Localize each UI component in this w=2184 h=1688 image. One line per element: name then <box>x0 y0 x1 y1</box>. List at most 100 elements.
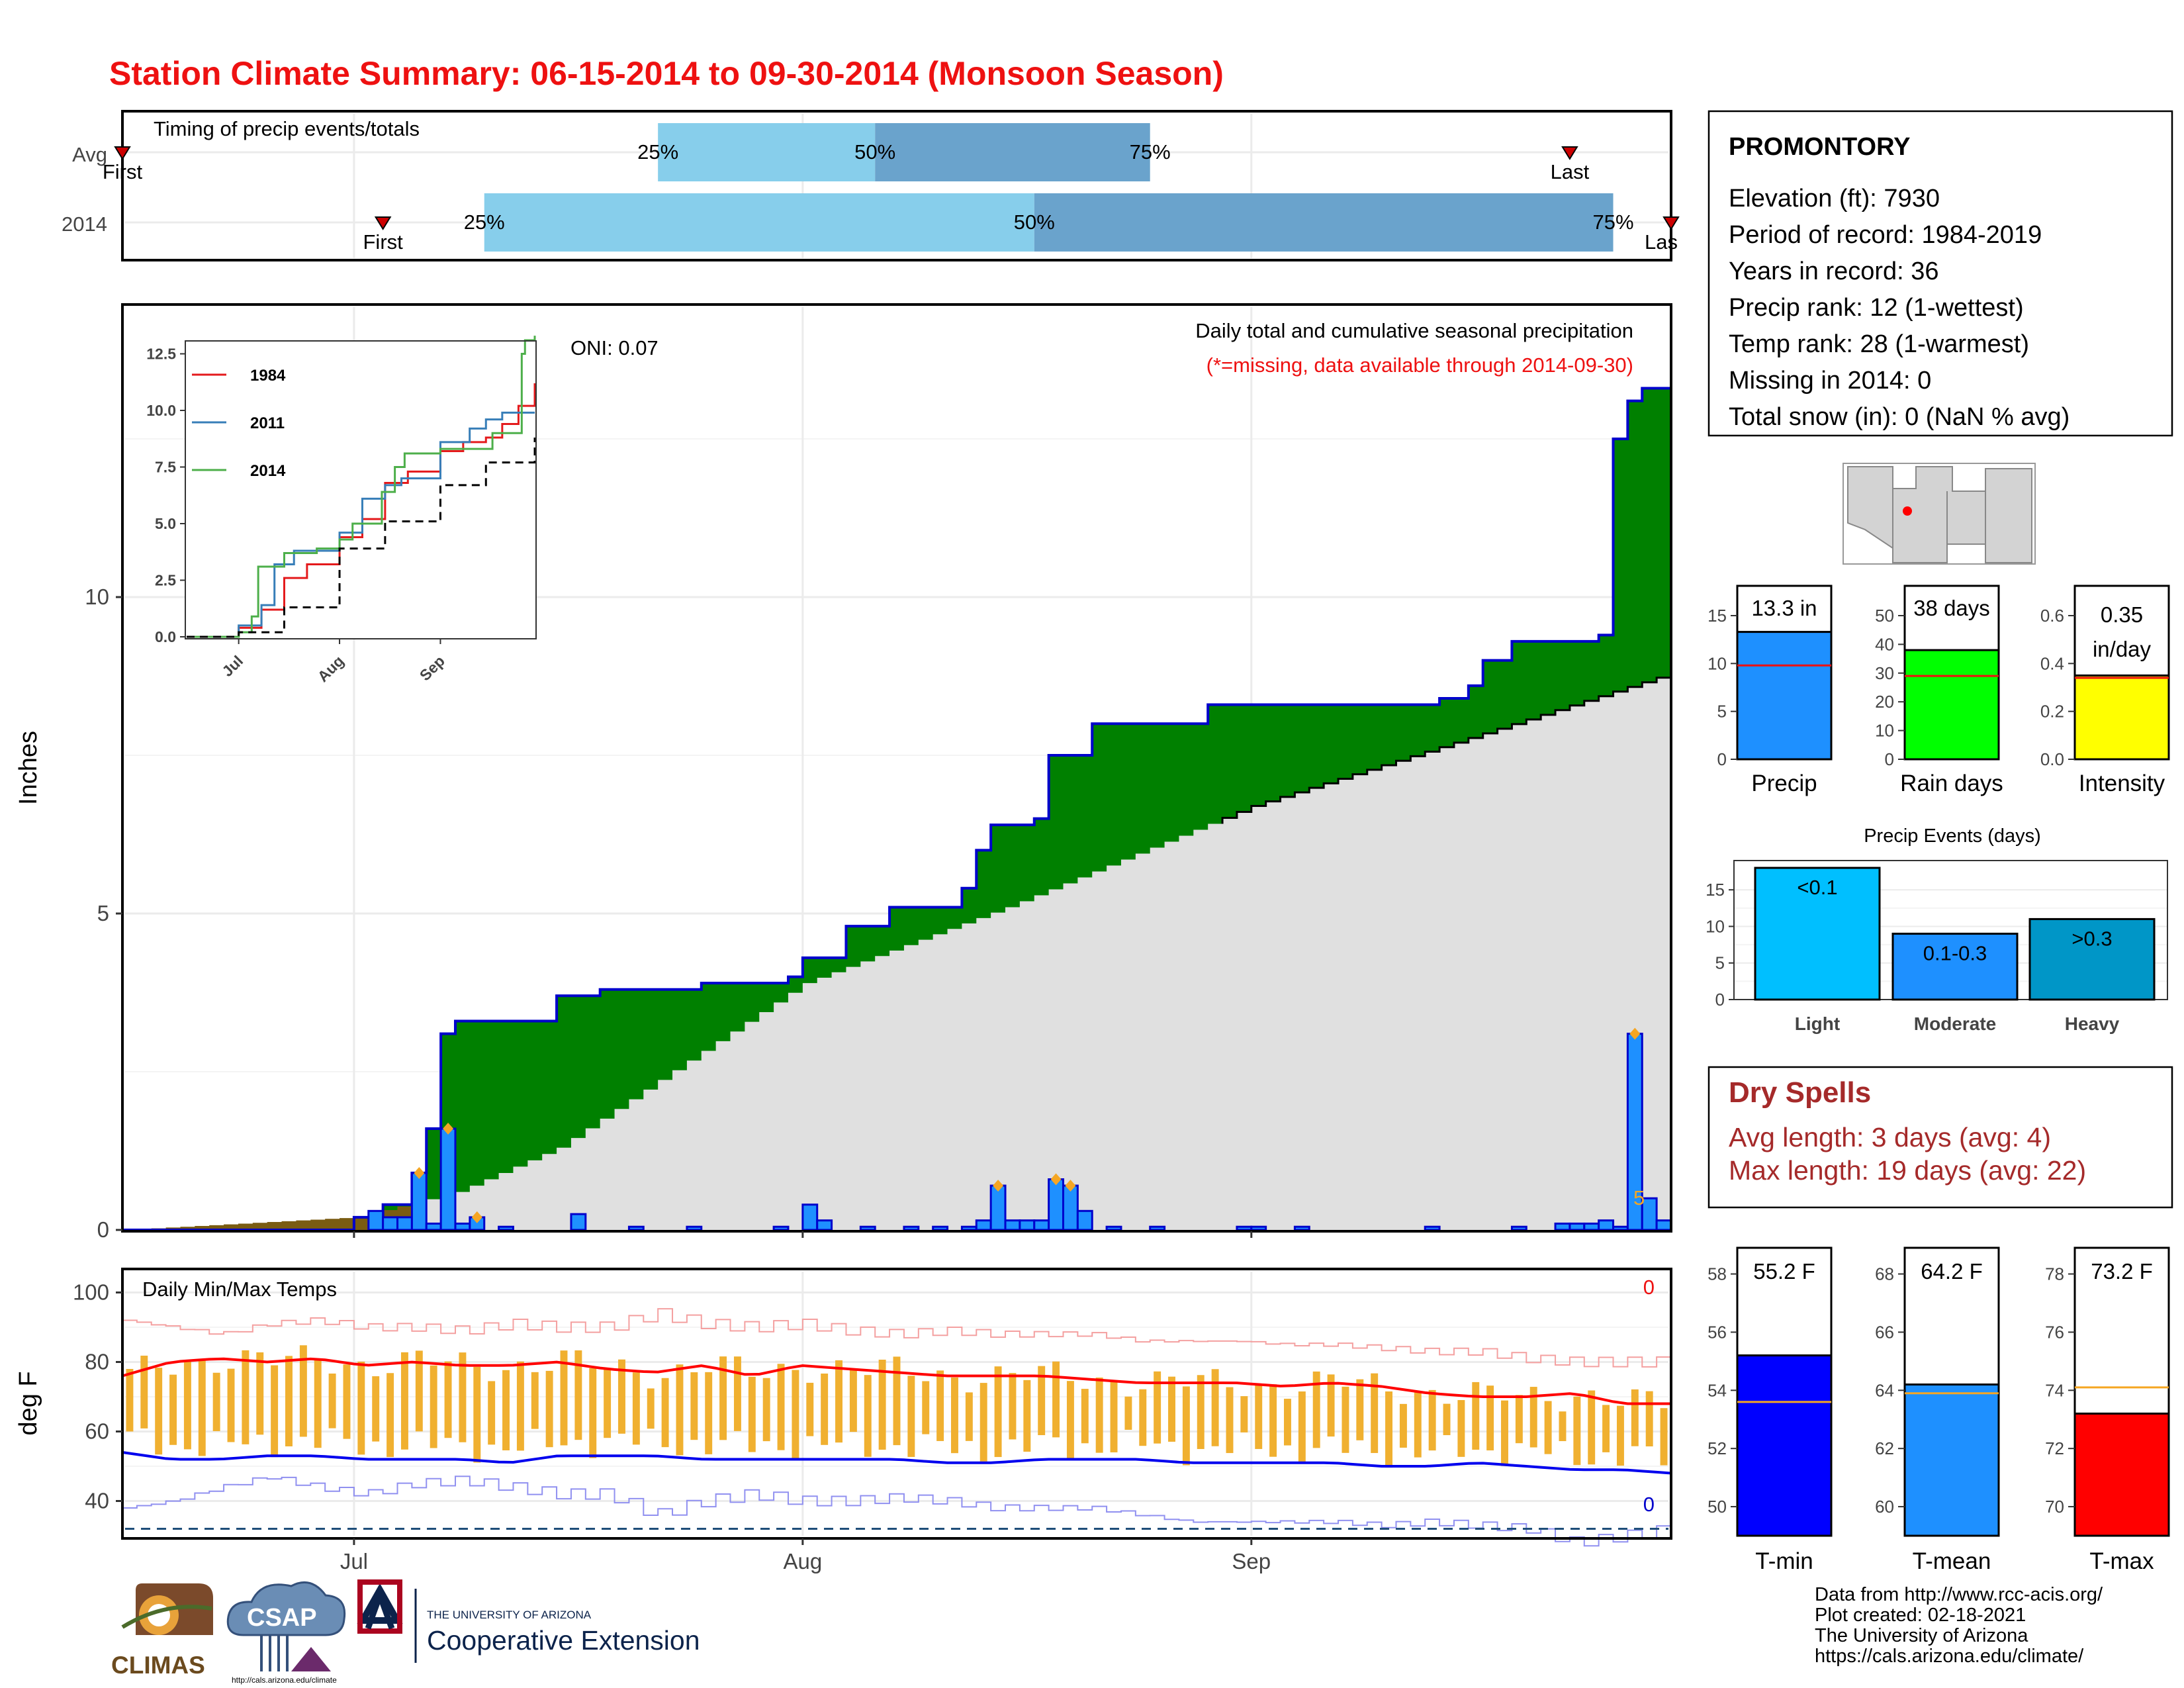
station-info-line: Period of record: 1984-2019 <box>1729 221 2042 249</box>
daily-temp-bar <box>1110 1381 1118 1453</box>
daily-temp-bar <box>430 1365 437 1448</box>
stat-bar-tick-label: 10 <box>1875 721 1894 741</box>
station-info-line: Temp rank: 28 (1-warmest) <box>1729 330 2029 358</box>
location-map <box>1843 463 2036 565</box>
temp-stat-value-label: 55.2 F <box>1753 1259 1815 1284</box>
events-bar <box>1754 867 1881 1001</box>
inset-y-tick-label: 5.0 <box>155 515 176 532</box>
daily-temp-bar <box>271 1365 279 1458</box>
temp-stat-value <box>1903 1383 2000 1537</box>
daily-precip-bar <box>903 1225 920 1231</box>
temp-stat-value-label: 73.2 F <box>2091 1259 2153 1284</box>
temp-y-tick-label: 40 <box>85 1489 109 1513</box>
daily-temp-bar <box>849 1369 857 1432</box>
timing-bar-q2 <box>484 193 1034 252</box>
dry-spells-title: Dry Spells <box>1729 1076 1871 1109</box>
daily-temp-bar <box>198 1358 206 1456</box>
inset-y-tick-label: 2.5 <box>155 572 176 589</box>
daily-precip-bar <box>627 1225 645 1231</box>
daily-temp-bar <box>1602 1405 1610 1452</box>
stat-bar-tick-label: 20 <box>1875 692 1894 712</box>
daily-temp-bar <box>1312 1371 1320 1448</box>
footer-line: Data from http://www.rcc-acis.org/ <box>1815 1584 2103 1605</box>
timing-marker <box>1662 216 1680 230</box>
inset-y-tick-label: 12.5 <box>146 346 176 363</box>
daily-temp-bar <box>705 1372 713 1454</box>
temp-y-axis-label: deg F <box>15 1371 42 1435</box>
stat-bar-tick-label: 15 <box>1707 606 1727 626</box>
daily-precip-bar <box>816 1219 833 1231</box>
precip-annotation: 5 <box>1633 1186 1645 1209</box>
temp-panel-frame <box>121 1268 1672 1540</box>
temp-stat-tick-label: 54 <box>1707 1380 1727 1400</box>
daily-precip-bar <box>1612 1225 1629 1231</box>
climas-logo-text: CLIMAS <box>111 1652 205 1679</box>
daily-precip-marker <box>443 1123 454 1135</box>
daily-temp-bar <box>155 1368 163 1455</box>
temp-y-tick-label: 60 <box>85 1419 109 1444</box>
precip-y-ticks: 0 5 10 <box>85 585 122 1242</box>
daily-precip-bar <box>859 1225 876 1231</box>
stat-bar-tick-label: 0 <box>1885 749 1894 769</box>
daily-temp-bar <box>994 1366 1002 1458</box>
daily-temp-bar <box>1616 1405 1624 1466</box>
daily-precip-marker <box>414 1166 425 1179</box>
daily-temp-bar <box>314 1359 322 1448</box>
stat-bar-label: Intensity <box>2079 771 2165 796</box>
timing-row-label-avg: Avg <box>72 143 107 166</box>
daily-temp-bar <box>965 1392 973 1441</box>
timing-pct-label: 75% <box>1130 140 1171 164</box>
stat-bar-value-label: 13.3 in <box>1751 596 1817 620</box>
events-bar <box>2028 917 2156 1001</box>
stat-bar-label: Precip <box>1751 771 1817 796</box>
daily-temp-bar <box>733 1356 741 1431</box>
daily-temp-bar <box>1154 1371 1161 1444</box>
precip-y-tick-label: 0 <box>97 1217 109 1242</box>
daily-temp-bar <box>459 1352 467 1442</box>
daily-precip-bar <box>686 1225 703 1231</box>
daily-temp-bar <box>878 1359 886 1450</box>
daily-temp-bar <box>1414 1392 1422 1458</box>
daily-precip-bar <box>1583 1222 1600 1231</box>
temp-stat-tick-label: 64 <box>1875 1380 1894 1400</box>
timing-pct-label: 50% <box>1014 211 1055 234</box>
station-info-line: Elevation (ft): 7930 <box>1729 185 1940 212</box>
daily-temp-bar <box>502 1370 510 1450</box>
daily-temp-bar <box>169 1374 177 1445</box>
daily-temp-bar <box>1052 1361 1060 1438</box>
daily-temp-bar <box>1066 1381 1074 1458</box>
daily-temp-bar <box>1226 1387 1234 1454</box>
daily-precip-bar <box>1250 1225 1267 1231</box>
precip-subtitle: Daily total and cumulative seasonal prec… <box>1195 319 1633 342</box>
daily-temp-bar <box>328 1373 336 1429</box>
temp-stat-tick-label: 68 <box>1875 1264 1894 1284</box>
university-name: THE UNIVERSITY OF ARIZONA <box>427 1609 592 1621</box>
daily-temp-bar <box>951 1377 958 1454</box>
daily-temp-bar <box>488 1381 496 1445</box>
shared-x-ticks: Jul Aug Sep <box>340 1231 1271 1573</box>
daily-temp-bar <box>444 1361 452 1438</box>
dry-spells-box: Dry Spells Avg length: 3 days (avg: 4) M… <box>1707 1066 2173 1209</box>
daily-temp-bar <box>907 1376 915 1457</box>
daily-temp-bar <box>1269 1384 1277 1457</box>
daily-precip-marker <box>1629 1027 1641 1040</box>
stat-bar-value <box>1903 649 2000 761</box>
daily-precip-bar <box>1293 1225 1310 1231</box>
daily-temp-bar <box>792 1370 799 1460</box>
temp-panel-label: Daily Min/Max Temps <box>142 1278 337 1301</box>
cumulative-average-area <box>122 673 1671 1230</box>
daily-temp-bar <box>618 1359 625 1434</box>
temp-y-tick-label: 100 <box>73 1280 109 1305</box>
x-tick-label: Aug <box>783 1549 822 1573</box>
footer-logos: CLIMAS CSAP http://cals.arizona.edu/clim… <box>111 1579 700 1685</box>
temp-stat-tick-label: 50 <box>1707 1497 1727 1517</box>
daily-temp-bar <box>299 1345 307 1437</box>
precip-y-axis-label: Inches <box>15 731 42 805</box>
inset-legend-label: 2011 <box>250 414 285 432</box>
events-bar-label: <0.1 <box>1797 876 1837 899</box>
daily-precip-bar <box>1236 1225 1253 1231</box>
temp-stat-tick-label: 74 <box>2045 1380 2064 1400</box>
daily-temp-bar <box>1443 1403 1451 1436</box>
daily-temp-bar <box>1255 1384 1263 1449</box>
